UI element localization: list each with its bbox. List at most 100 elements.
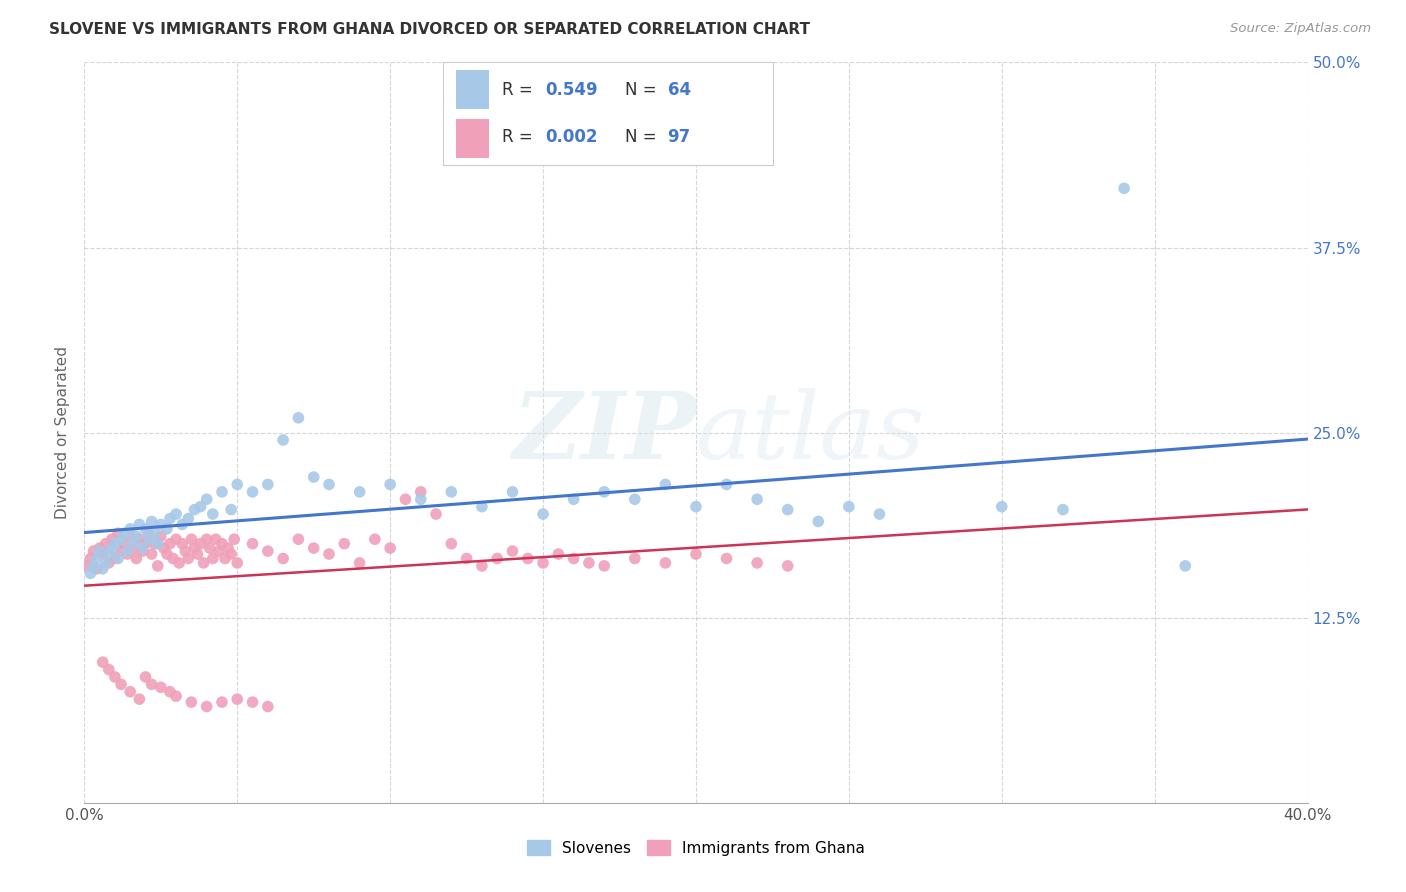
Point [138, 533, 160, 547]
Point [76, 558, 98, 573]
Point [91, 655, 114, 669]
Point [271, 433, 294, 447]
Point [162, 551, 184, 566]
Point [593, 484, 616, 499]
Point [115, 547, 138, 561]
Point [214, 551, 236, 566]
Point [110, 544, 132, 558]
Point [143, 536, 166, 550]
Point [257, 477, 280, 491]
Point [107, 551, 129, 566]
Text: Source: ZipAtlas.com: Source: ZipAtlas.com [1230, 22, 1371, 36]
Point [91, 547, 114, 561]
Point [141, 547, 163, 561]
Point [217, 541, 239, 555]
Point [409, 484, 432, 499]
Point [654, 556, 676, 570]
Point [776, 558, 799, 573]
Text: N =: N = [624, 81, 661, 99]
Point [104, 536, 127, 550]
Point [120, 685, 142, 699]
Point [131, 544, 153, 558]
Point [79, 551, 101, 566]
Point [211, 695, 233, 709]
Point [159, 511, 181, 525]
Point [219, 547, 242, 561]
Point [380, 477, 402, 491]
Point [226, 692, 249, 706]
Point [716, 477, 738, 491]
Point [409, 492, 432, 507]
Point [578, 556, 600, 570]
Point [89, 544, 111, 558]
Point [242, 536, 264, 550]
Point [120, 529, 142, 543]
Point [205, 533, 228, 547]
Point [624, 551, 647, 566]
Point [186, 547, 208, 561]
Text: 0.002: 0.002 [546, 128, 598, 146]
Point [425, 507, 447, 521]
Point [177, 511, 200, 525]
Point [94, 556, 117, 570]
Point [97, 663, 120, 677]
Point [149, 529, 172, 543]
Point [654, 477, 676, 491]
Point [562, 492, 585, 507]
Point [141, 677, 163, 691]
Legend: Slovenes, Immigrants from Ghana: Slovenes, Immigrants from Ghana [522, 834, 870, 862]
Point [394, 492, 416, 507]
Point [193, 556, 215, 570]
Point [318, 547, 340, 561]
Point [120, 522, 142, 536]
Point [195, 533, 218, 547]
Text: atlas: atlas [696, 388, 925, 477]
Point [486, 551, 509, 566]
Point [153, 541, 176, 555]
Point [183, 502, 205, 516]
Point [122, 541, 145, 555]
Point [287, 410, 309, 425]
Point [531, 507, 554, 521]
Point [380, 541, 402, 555]
Point [807, 515, 830, 529]
Point [104, 551, 127, 566]
Point [991, 500, 1014, 514]
Point [110, 533, 132, 547]
Point [190, 536, 212, 550]
Point [138, 526, 160, 541]
Text: 64: 64 [668, 81, 690, 99]
Point [190, 500, 212, 514]
Point [94, 536, 117, 550]
Point [97, 547, 120, 561]
Point [135, 536, 157, 550]
Point [195, 699, 218, 714]
Point [156, 522, 179, 536]
Point [86, 551, 108, 566]
Point [257, 699, 280, 714]
Point [125, 551, 148, 566]
Point [122, 535, 145, 549]
Point [112, 536, 135, 550]
Point [128, 517, 150, 532]
Point [107, 526, 129, 541]
Point [685, 547, 707, 561]
Point [149, 517, 172, 532]
Point [226, 556, 249, 570]
Point [79, 566, 101, 581]
Point [349, 484, 371, 499]
Point [174, 544, 197, 558]
Point [110, 677, 132, 691]
Point [502, 544, 524, 558]
Point [141, 515, 163, 529]
Point [333, 536, 356, 550]
Point [624, 492, 647, 507]
Point [219, 502, 242, 516]
Point [440, 536, 463, 550]
Text: R =: R = [502, 81, 538, 99]
Text: 0.549: 0.549 [546, 81, 598, 99]
Point [271, 551, 294, 566]
Point [471, 558, 494, 573]
Point [1052, 502, 1074, 516]
Point [1114, 181, 1136, 195]
